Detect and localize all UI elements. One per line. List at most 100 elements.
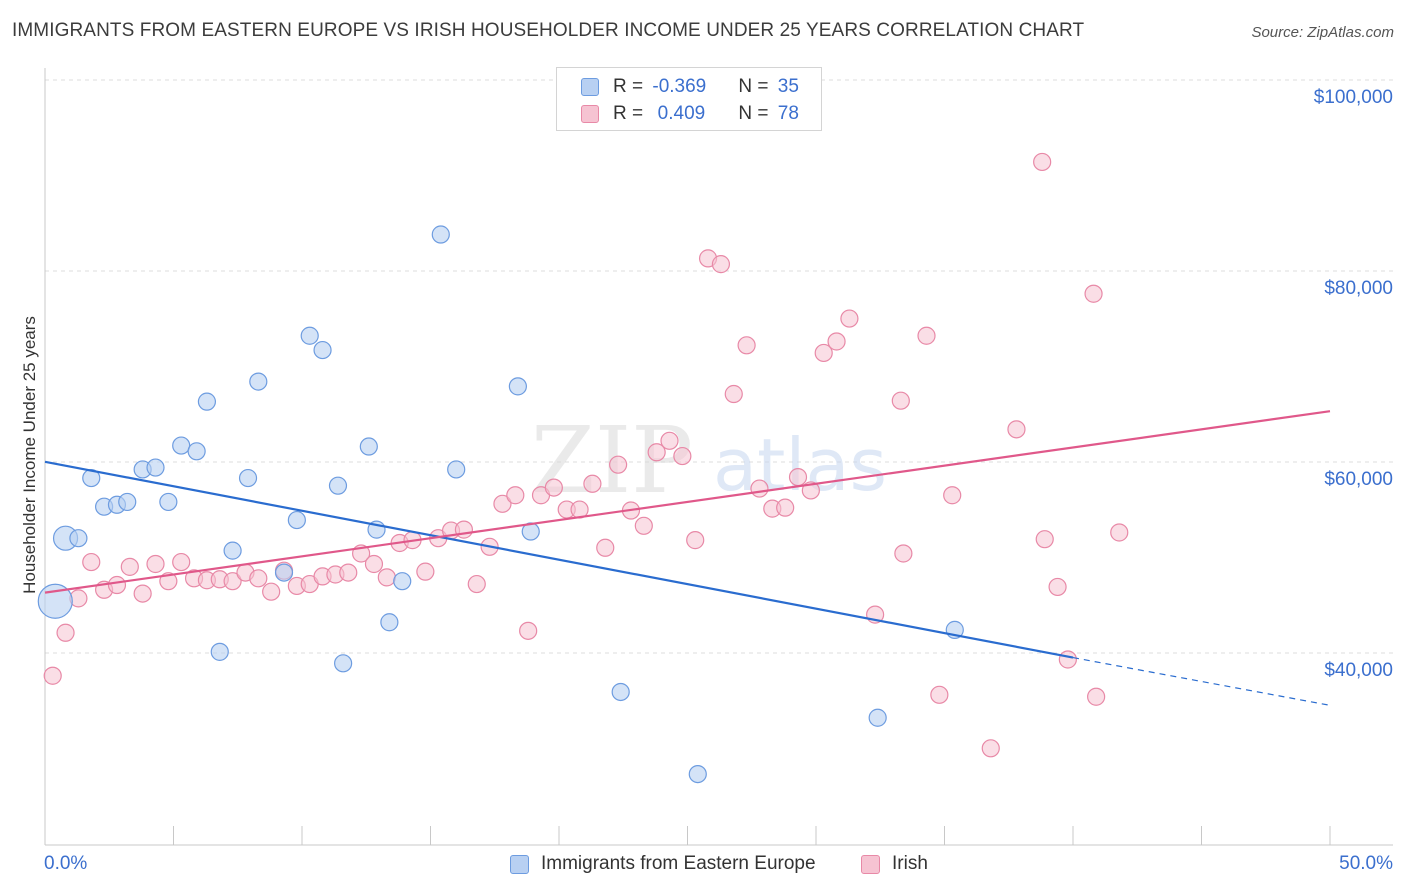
legend-n-label: N =	[738, 76, 774, 97]
eastern-europe-point-13	[210, 642, 229, 661]
bottom-legend-label: Immigrants from Eastern Europe	[541, 853, 816, 874]
eastern-europe-point-9	[159, 492, 178, 512]
bottom-legend-label: Irish	[892, 853, 928, 874]
eastern-europe-point-32	[688, 764, 707, 784]
irish-point-17	[262, 582, 281, 601]
eastern-europe-point-25	[380, 613, 399, 632]
legend-r-label: R =	[613, 76, 649, 97]
y-tick-label-2: $80,000	[1324, 278, 1393, 299]
x-tick-label-min: 0.0%	[44, 853, 87, 874]
legend-swatch-blue	[581, 78, 599, 96]
chart-title: IMMIGRANTS FROM EASTERN EUROPE VS IRISH …	[12, 20, 1085, 41]
irish-point-42	[583, 474, 602, 493]
eastern-europe-point-21	[328, 476, 348, 495]
irish-points	[43, 152, 1129, 758]
irish-point-62	[840, 309, 859, 328]
x-tick-labels: 0.0% 50.0%	[44, 853, 1393, 874]
bottom-legend-swatch-blue	[510, 854, 529, 874]
eastern-europe-point-29	[508, 377, 527, 396]
trend-lines	[44, 410, 1331, 706]
y-tick-label-3: $100,000	[1314, 87, 1393, 108]
bottom-legend-swatch-pink	[861, 854, 880, 874]
y-tick-labels: $40,000 $60,000 $80,000 $100,000	[1314, 87, 1393, 681]
irish-point-69	[981, 739, 1000, 758]
irish-point-25	[364, 554, 384, 574]
y-axis-title: Householder Income Under 25 years	[20, 316, 39, 594]
irish-point-52	[711, 255, 731, 274]
irish-point-64	[891, 391, 910, 410]
eastern-europe-point-2	[69, 529, 88, 548]
eastern-europe-point-11	[187, 442, 206, 461]
eastern-europe-trendline-extension	[1072, 656, 1331, 706]
irish-point-37	[519, 621, 538, 640]
irish-point-58	[788, 467, 808, 487]
irish-point-66	[917, 326, 936, 345]
eastern-europe-point-8	[146, 458, 165, 477]
legend-row-irish: R = 0.409 N = 78	[581, 102, 799, 126]
irish-point-75	[1084, 284, 1103, 303]
irish-point-55	[750, 479, 769, 498]
bottom-legend-item-irish: Irish	[861, 853, 928, 875]
axes	[44, 68, 1393, 846]
irish-point-65	[894, 544, 913, 563]
x-tick-label-max: 50.0%	[1339, 853, 1393, 874]
irish-point-1	[56, 623, 75, 642]
irish-point-26	[377, 568, 396, 587]
legend-n-value: 78	[777, 103, 799, 124]
legend-r-value: -0.369	[652, 76, 707, 97]
eastern-europe-point-18	[287, 510, 306, 530]
eastern-europe-point-22	[334, 654, 353, 673]
irish-point-68	[943, 486, 962, 505]
eastern-europe-point-10	[172, 436, 191, 455]
irish-point-32	[454, 520, 474, 539]
eastern-europe-point-31	[611, 682, 630, 702]
legend-r-label: R =	[613, 103, 649, 124]
eastern-europe-point-15	[238, 468, 258, 488]
eastern-europe-point-17	[274, 563, 294, 582]
irish-point-61	[827, 332, 846, 351]
irish-point-47	[647, 443, 666, 462]
eastern-europe-point-19	[300, 326, 319, 345]
irish-point-60	[814, 343, 833, 363]
irish-point-70	[1007, 420, 1026, 439]
legend-n-value: 35	[777, 76, 799, 97]
legend-swatch-pink	[581, 105, 599, 123]
irish-point-49	[673, 446, 692, 466]
eastern-europe-point-27	[431, 225, 450, 244]
irish-point-71	[1033, 152, 1052, 172]
legend: R = -0.369 N = 35 R = 0.409 N = 78	[556, 67, 822, 131]
irish-trendline	[44, 410, 1331, 594]
irish-point-46	[634, 516, 653, 535]
bottom-legend: Immigrants from Eastern Europe Irish	[0, 850, 1406, 880]
eastern-europe-point-6	[118, 492, 137, 512]
irish-point-33	[467, 574, 486, 594]
irish-point-77	[1110, 523, 1129, 542]
irish-point-10	[172, 552, 191, 572]
watermark-atlas: atlas	[713, 423, 887, 507]
eastern-europe-point-23	[359, 437, 378, 456]
irish-point-43	[596, 538, 615, 557]
eastern-europe-point-26	[393, 572, 412, 591]
irish-point-67	[930, 685, 949, 704]
irish-point-53	[724, 384, 743, 404]
irish-point-72	[1035, 530, 1054, 549]
irish-point-6	[120, 557, 139, 576]
irish-point-3	[82, 552, 101, 572]
eastern-europe-point-20	[313, 340, 332, 360]
y-tick-label-1: $60,000	[1324, 469, 1393, 490]
irish-point-8	[146, 554, 165, 574]
irish-point-16	[249, 569, 268, 588]
irish-point-44	[609, 455, 628, 474]
eastern-europe-point-33	[868, 708, 887, 727]
eastern-europe-point-16	[249, 372, 268, 391]
irish-point-54	[737, 336, 756, 355]
bottom-legend-item-eastern-europe: Immigrants from Eastern Europe	[510, 853, 816, 875]
irish-point-29	[416, 562, 435, 581]
eastern-europe-points	[37, 225, 964, 784]
irish-point-50	[686, 531, 705, 550]
irish-point-76	[1087, 687, 1106, 706]
irish-point-36	[506, 486, 525, 505]
y-tick-label-0: $40,000	[1324, 660, 1393, 681]
irish-point-39	[544, 478, 563, 497]
eastern-europe-point-28	[447, 460, 466, 479]
